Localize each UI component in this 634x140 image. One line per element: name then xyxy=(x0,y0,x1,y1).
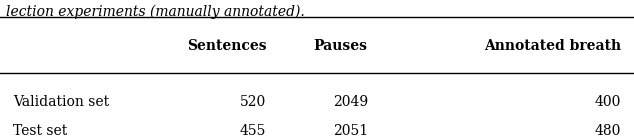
Text: 480: 480 xyxy=(595,124,621,138)
Text: Sentences: Sentences xyxy=(186,39,266,53)
Text: Pauses: Pauses xyxy=(314,39,368,53)
Text: Annotated breath: Annotated breath xyxy=(484,39,621,53)
Text: Test set: Test set xyxy=(13,124,67,138)
Text: 455: 455 xyxy=(240,124,266,138)
Text: 520: 520 xyxy=(240,95,266,109)
Text: 400: 400 xyxy=(595,95,621,109)
Text: 2051: 2051 xyxy=(333,124,368,138)
Text: 2049: 2049 xyxy=(333,95,368,109)
Text: lection experiments (manually annotated).: lection experiments (manually annotated)… xyxy=(6,4,305,19)
Text: Validation set: Validation set xyxy=(13,95,109,109)
